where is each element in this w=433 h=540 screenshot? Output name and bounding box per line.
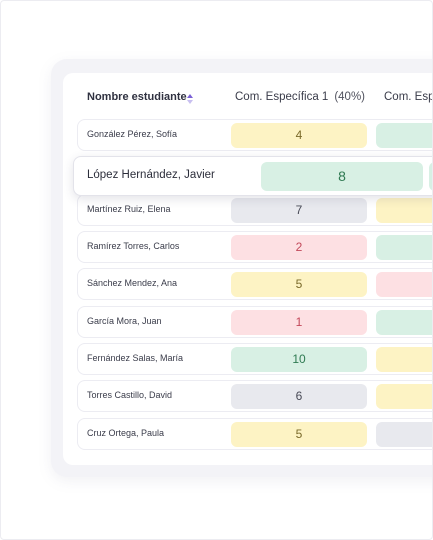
grade-chip-competency-2[interactable] (376, 422, 432, 447)
column-header-label: Com. Espe (384, 91, 432, 103)
grade-chip-competency-2[interactable] (376, 384, 432, 409)
student-name: Sánchez Mendez, Ana (87, 278, 178, 288)
grade-chip-competency-1[interactable]: 8 (261, 162, 423, 191)
column-header-label: Com. Específica 1 (235, 91, 329, 103)
student-name-header[interactable]: Nombre estudiante (87, 91, 187, 103)
student-name: Cruz Ortega, Paula (87, 428, 165, 438)
column-header-competency-2[interactable]: Com. Espe (384, 91, 432, 103)
grade-chip-competency-2[interactable] (376, 235, 432, 260)
table-row[interactable]: García Mora, Juan 1 (77, 306, 432, 338)
student-name: Ramírez Torres, Carlos (87, 241, 180, 251)
student-name: García Mora, Juan (87, 316, 162, 326)
grade-chip-competency-2[interactable] (376, 272, 432, 297)
student-name: González Pérez, Sofía (87, 129, 178, 139)
grade-chip-competency-2[interactable] (429, 162, 432, 191)
grade-chip-competency-2[interactable] (376, 310, 432, 335)
table-row[interactable]: Torres Castillo, David 6 (77, 380, 432, 412)
student-name: López Hernández, Javier (87, 169, 215, 181)
table-row[interactable]: González Pérez, Sofía 4 (77, 119, 432, 151)
table-row[interactable]: Fernández Salas, María 10 (77, 343, 432, 375)
student-name: Torres Castillo, David (87, 390, 173, 400)
table-row[interactable]: Cruz Ortega, Paula 5 (77, 418, 432, 450)
grade-chip-competency-1[interactable]: 1 (231, 310, 367, 335)
table-row[interactable]: Martínez Ruiz, Elena 7 (77, 194, 432, 226)
grade-chip-competency-1[interactable]: 10 (231, 347, 367, 372)
table-row[interactable]: Sánchez Mendez, Ana 5 (77, 268, 432, 300)
grade-chip-competency-1[interactable]: 5 (231, 272, 367, 297)
grade-chip-competency-1[interactable]: 7 (231, 198, 367, 223)
grade-chip-competency-1[interactable]: 4 (231, 123, 367, 148)
column-header-competency-1[interactable]: Com. Específica 1 (40%) (235, 91, 365, 103)
table-row[interactable]: Ramírez Torres, Carlos 2 (77, 231, 432, 263)
grade-chip-competency-2[interactable] (376, 198, 432, 223)
student-name: Fernández Salas, María (87, 353, 184, 363)
sort-icon[interactable] (186, 93, 194, 105)
table-row[interactable]: López Hernández, Javier 8 (73, 156, 432, 196)
grade-chip-competency-2[interactable] (376, 123, 432, 148)
grade-chip-competency-1[interactable]: 6 (231, 384, 367, 409)
grade-chip-competency-1[interactable]: 5 (231, 422, 367, 447)
student-name: Martínez Ruiz, Elena (87, 204, 171, 214)
grade-chip-competency-2[interactable] (376, 347, 432, 372)
grade-chip-competency-1[interactable]: 2 (231, 235, 367, 260)
column-header-weight: (40%) (334, 91, 366, 103)
